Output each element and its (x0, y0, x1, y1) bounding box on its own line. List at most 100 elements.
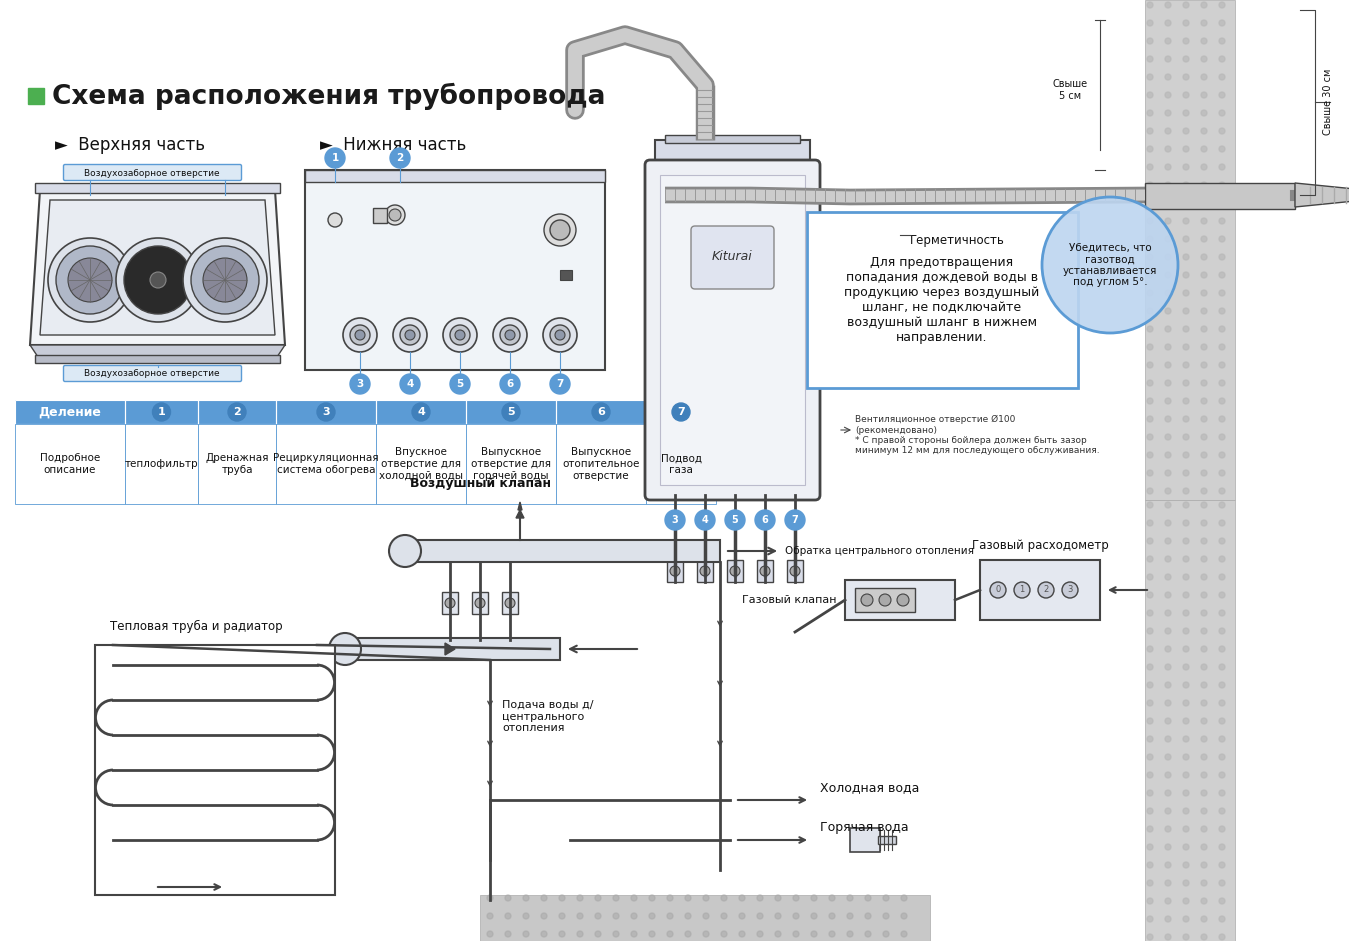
Circle shape (202, 258, 247, 302)
Circle shape (1201, 574, 1207, 580)
Circle shape (1147, 862, 1153, 868)
Circle shape (865, 913, 871, 919)
Circle shape (1219, 610, 1225, 616)
Circle shape (192, 246, 259, 314)
Circle shape (1166, 398, 1171, 404)
Bar (395, 540, 720, 562)
Circle shape (1147, 898, 1153, 904)
Circle shape (1183, 380, 1188, 386)
Bar (556, 424, 646, 504)
Text: 2: 2 (233, 407, 241, 417)
Circle shape (703, 931, 710, 937)
Circle shape (1219, 128, 1225, 134)
Circle shape (1166, 862, 1171, 868)
Bar (646, 424, 716, 504)
Circle shape (1183, 772, 1188, 778)
Text: Подробное
описание: Подробное описание (40, 454, 100, 475)
Circle shape (1219, 646, 1225, 652)
Circle shape (183, 238, 267, 322)
Circle shape (847, 913, 853, 919)
Circle shape (1166, 218, 1171, 224)
Circle shape (67, 258, 112, 302)
Circle shape (1183, 236, 1188, 242)
Circle shape (1147, 592, 1153, 598)
Circle shape (384, 205, 405, 225)
Circle shape (1183, 592, 1188, 598)
Text: Дренажная
труба: Дренажная труба (205, 454, 268, 475)
Circle shape (1201, 628, 1207, 634)
Circle shape (1201, 164, 1207, 170)
Circle shape (1183, 700, 1188, 706)
Circle shape (1219, 452, 1225, 458)
Circle shape (442, 318, 478, 352)
Text: Вентиляционное отверстие Ø100
(рекомендовано)
* С правой стороны бойлера должен : Вентиляционное отверстие Ø100 (рекомендо… (855, 415, 1099, 455)
Circle shape (1166, 182, 1171, 188)
Text: Деление: Деление (39, 406, 101, 419)
Circle shape (1183, 74, 1188, 80)
Circle shape (1166, 308, 1171, 314)
Bar (1145, 183, 1295, 209)
Circle shape (1219, 38, 1225, 44)
Text: Холодная вода: Холодная вода (820, 781, 920, 794)
Bar (665, 135, 800, 143)
Circle shape (550, 220, 571, 240)
Circle shape (1201, 790, 1207, 796)
Circle shape (1166, 682, 1171, 688)
Circle shape (1183, 416, 1188, 422)
Circle shape (1147, 470, 1153, 476)
Circle shape (124, 246, 192, 314)
Circle shape (389, 209, 401, 221)
Text: Газовый клапан: Газовый клапан (742, 595, 836, 605)
Circle shape (793, 895, 799, 901)
Circle shape (685, 931, 691, 937)
Circle shape (1219, 254, 1225, 260)
Circle shape (1183, 826, 1188, 832)
Circle shape (1201, 844, 1207, 850)
Bar (472, 592, 488, 614)
Polygon shape (40, 200, 275, 335)
Circle shape (1147, 326, 1153, 332)
Circle shape (505, 913, 511, 919)
Circle shape (1147, 452, 1153, 458)
Circle shape (502, 403, 519, 421)
Circle shape (405, 330, 415, 340)
Circle shape (1219, 520, 1225, 526)
Bar (656, 140, 809, 168)
Circle shape (1183, 182, 1188, 188)
Text: 1: 1 (158, 407, 166, 417)
Text: 6: 6 (762, 515, 769, 525)
Circle shape (695, 510, 715, 530)
Circle shape (1147, 736, 1153, 742)
Circle shape (150, 272, 166, 288)
Circle shape (1166, 344, 1171, 350)
Bar (15, 400, 125, 424)
Circle shape (1183, 254, 1188, 260)
Circle shape (1147, 56, 1153, 62)
Circle shape (1183, 92, 1188, 98)
Circle shape (670, 566, 680, 576)
Circle shape (1219, 290, 1225, 296)
Circle shape (901, 895, 907, 901)
Circle shape (1147, 92, 1153, 98)
Circle shape (1219, 110, 1225, 116)
Text: Герметичность: Герметичность (911, 233, 1005, 247)
Circle shape (1147, 754, 1153, 760)
Circle shape (1166, 56, 1171, 62)
Circle shape (759, 566, 770, 576)
Circle shape (349, 325, 370, 345)
Circle shape (558, 931, 565, 937)
Circle shape (1147, 182, 1153, 188)
Circle shape (1219, 898, 1225, 904)
Circle shape (1201, 92, 1207, 98)
Circle shape (1166, 2, 1171, 8)
Circle shape (720, 913, 727, 919)
Circle shape (1219, 2, 1225, 8)
Circle shape (1166, 790, 1171, 796)
Text: ►  Верхняя часть: ► Верхняя часть (55, 136, 205, 154)
Text: 1: 1 (332, 153, 339, 163)
Text: Воздухозаборное отверстие: Воздухозаборное отверстие (84, 369, 220, 377)
Text: Выпускное
отопительное
отверстие: Выпускное отопительное отверстие (563, 447, 639, 481)
Circle shape (1201, 808, 1207, 814)
Circle shape (1219, 826, 1225, 832)
Circle shape (1183, 344, 1188, 350)
